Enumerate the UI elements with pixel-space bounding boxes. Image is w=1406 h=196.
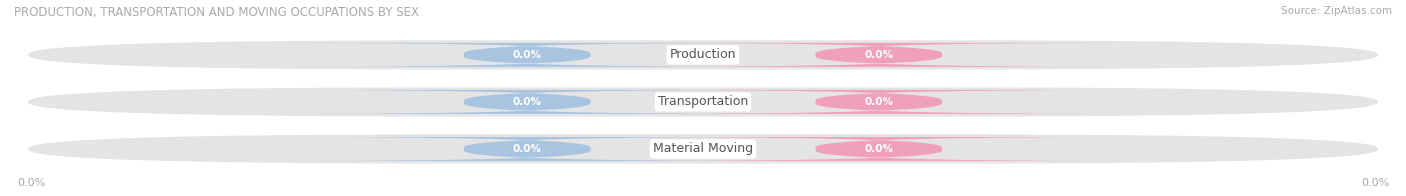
FancyBboxPatch shape — [28, 40, 1378, 69]
FancyBboxPatch shape — [633, 137, 1125, 161]
Text: 0.0%: 0.0% — [865, 97, 893, 107]
Text: 0.0%: 0.0% — [865, 50, 893, 60]
Text: 0.0%: 0.0% — [513, 97, 541, 107]
FancyBboxPatch shape — [281, 137, 773, 161]
Text: 0.0%: 0.0% — [17, 178, 45, 188]
FancyBboxPatch shape — [633, 90, 1125, 114]
FancyBboxPatch shape — [281, 43, 773, 67]
FancyBboxPatch shape — [633, 43, 1125, 67]
Text: Material Moving: Material Moving — [652, 142, 754, 155]
FancyBboxPatch shape — [28, 87, 1378, 116]
FancyBboxPatch shape — [28, 134, 1378, 163]
Text: 0.0%: 0.0% — [513, 144, 541, 154]
FancyBboxPatch shape — [281, 90, 773, 114]
Text: Transportation: Transportation — [658, 95, 748, 108]
Text: 0.0%: 0.0% — [513, 50, 541, 60]
Text: 0.0%: 0.0% — [865, 144, 893, 154]
Text: Production: Production — [669, 48, 737, 61]
Text: 0.0%: 0.0% — [1361, 178, 1389, 188]
Text: Source: ZipAtlas.com: Source: ZipAtlas.com — [1281, 6, 1392, 16]
Text: PRODUCTION, TRANSPORTATION AND MOVING OCCUPATIONS BY SEX: PRODUCTION, TRANSPORTATION AND MOVING OC… — [14, 6, 419, 19]
